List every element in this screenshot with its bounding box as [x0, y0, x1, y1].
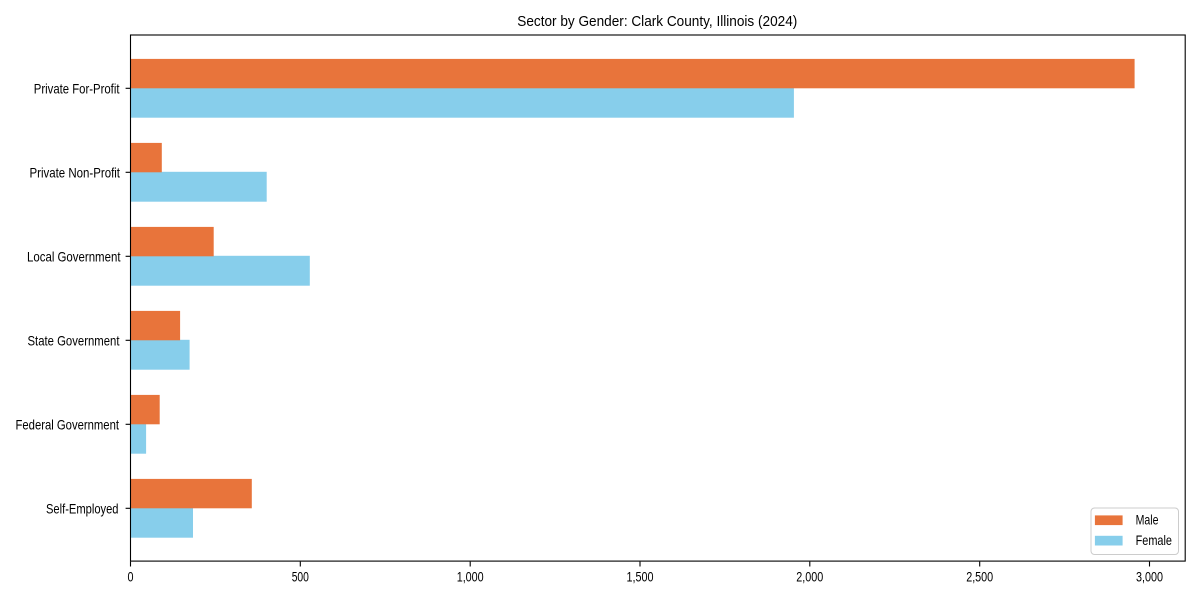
- svg-text:Female: Female: [1136, 532, 1173, 548]
- svg-text:2,500: 2,500: [966, 569, 993, 585]
- svg-text:Private Non-Profit: Private Non-Profit: [30, 164, 121, 180]
- svg-text:Federal Government: Federal Government: [16, 416, 120, 432]
- svg-text:0: 0: [128, 569, 134, 585]
- svg-text:Sector by Gender: Clark County: Sector by Gender: Clark County, Illinois…: [517, 13, 797, 30]
- svg-text:2,000: 2,000: [796, 569, 823, 585]
- svg-text:Male: Male: [1136, 512, 1159, 528]
- svg-text:1,000: 1,000: [457, 569, 484, 585]
- svg-text:1,500: 1,500: [627, 569, 654, 585]
- svg-text:Self-Employed: Self-Employed: [46, 500, 119, 516]
- svg-text:500: 500: [292, 569, 309, 585]
- svg-text:State Government: State Government: [28, 332, 120, 348]
- svg-text:Local Government: Local Government: [27, 248, 121, 264]
- svg-text:3,000: 3,000: [1136, 569, 1163, 585]
- svg-text:Private For-Profit: Private For-Profit: [34, 80, 120, 96]
